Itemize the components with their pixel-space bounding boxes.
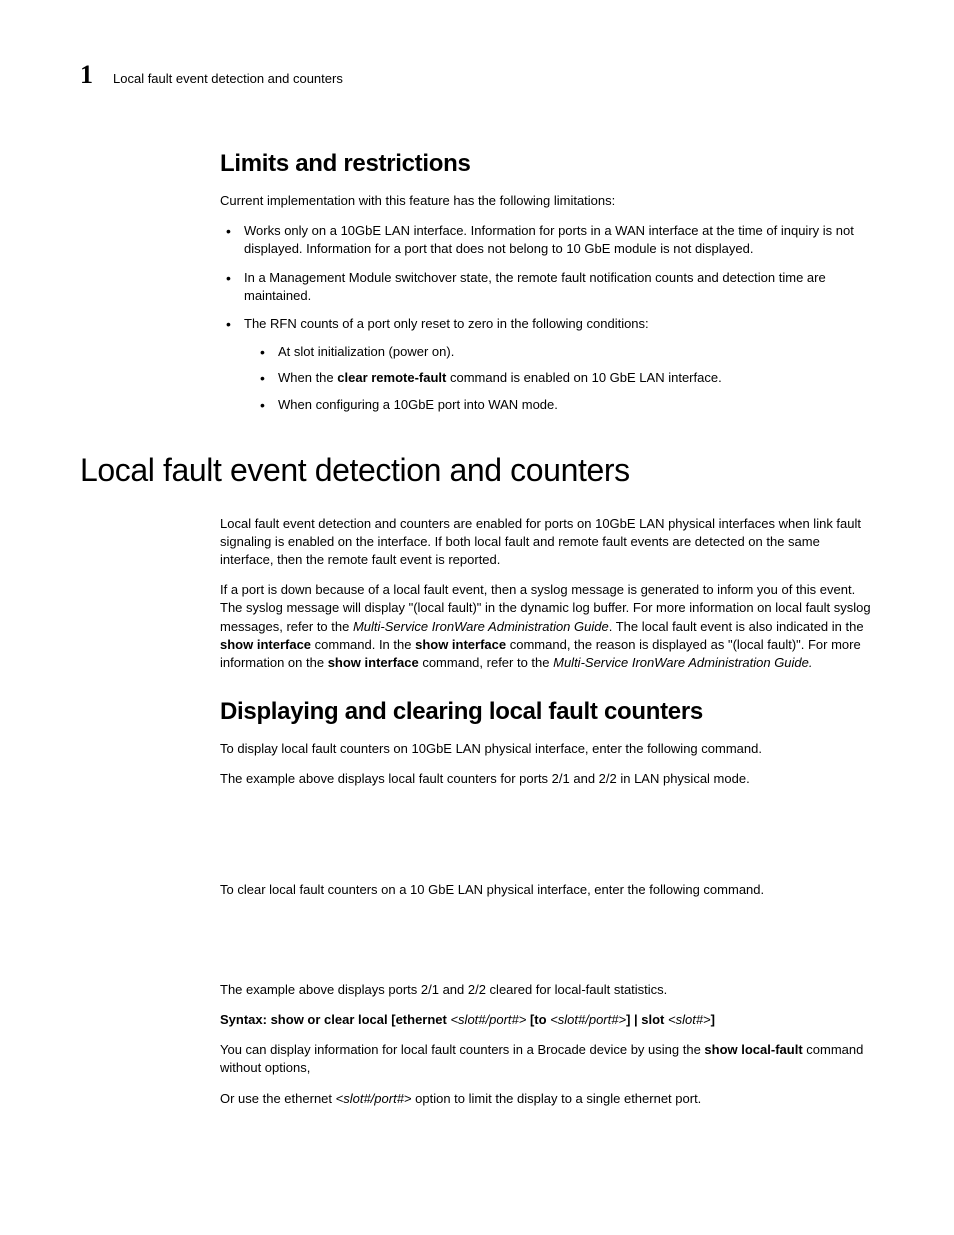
example-placeholder <box>220 911 874 981</box>
syntax-param: <slot#/port#> <box>336 1091 412 1106</box>
command-name: show local-fault <box>704 1042 802 1057</box>
command-name: show interface <box>328 655 419 670</box>
body-paragraph: To clear local fault counters on a 10 Gb… <box>220 881 874 899</box>
command-name: show interface <box>220 637 311 652</box>
body-paragraph: You can display information for local fa… <box>220 1041 874 1077</box>
text-run: command, refer to the <box>419 655 553 670</box>
list-item: When configuring a 10GbE port into WAN m… <box>278 396 874 414</box>
text-run: show or clear local [ethernet <box>271 1012 451 1027</box>
body-paragraph: The example above displays ports 2/1 and… <box>220 981 874 999</box>
text-run: ] <box>711 1012 715 1027</box>
list-item: When the clear remote-fault command is e… <box>278 369 874 387</box>
syntax-label: Syntax: <box>220 1012 271 1027</box>
text-run: [to <box>526 1012 550 1027</box>
syntax-param: <slot#/port#> <box>550 1012 626 1027</box>
text-run: command is enabled on 10 GbE LAN interfa… <box>446 370 721 385</box>
command-name: clear remote-fault <box>337 370 446 385</box>
command-name: show interface <box>415 637 506 652</box>
body-paragraph: Or use the ethernet <slot#/port#> option… <box>220 1090 874 1108</box>
body-paragraph: The example above displays local fault c… <box>220 770 874 788</box>
text-run: When the <box>278 370 337 385</box>
list-item: Works only on a 10GbE LAN interface. Inf… <box>244 222 874 258</box>
text-run: option to limit the display to a single … <box>412 1091 702 1106</box>
body-paragraph: Local fault event detection and counters… <box>220 515 874 570</box>
example-placeholder <box>220 801 874 881</box>
list-item: In a Management Module switchover state,… <box>244 269 874 305</box>
syntax-param: <slot#/port#> <box>450 1012 526 1027</box>
syntax-param: <slot#> <box>668 1012 711 1027</box>
running-title: Local fault event detection and counters <box>113 71 343 86</box>
doc-reference: Multi-Service IronWare Administration Gu… <box>353 619 609 634</box>
list-item: At slot initialization (power on). <box>278 343 874 361</box>
list-item: The RFN counts of a port only reset to z… <box>244 315 874 414</box>
text-run: command. In the <box>311 637 415 652</box>
nested-list: At slot initialization (power on). When … <box>244 343 874 414</box>
list-item-text: The RFN counts of a port only reset to z… <box>244 316 649 331</box>
section-heading-display: Displaying and clearing local fault coun… <box>220 698 874 726</box>
body-paragraph: To display local fault counters on 10GbE… <box>220 740 874 758</box>
text-run: . The local fault event is also indicate… <box>609 619 864 634</box>
text-run: Or use the ethernet <box>220 1091 336 1106</box>
text-run: You can display information for local fa… <box>220 1042 704 1057</box>
chapter-number: 1 <box>80 60 93 90</box>
main-heading: Local fault event detection and counters <box>80 452 874 489</box>
page-content: Limits and restrictions Current implemen… <box>80 150 874 1108</box>
limitations-list: Works only on a 10GbE LAN interface. Inf… <box>220 222 874 414</box>
intro-paragraph: Current implementation with this feature… <box>220 192 874 210</box>
body-paragraph: If a port is down because of a local fau… <box>220 581 874 672</box>
page-header: 1 Local fault event detection and counte… <box>80 60 874 90</box>
doc-reference: Multi-Service IronWare Administration Gu… <box>553 655 812 670</box>
section-heading-limits: Limits and restrictions <box>220 150 874 178</box>
syntax-line: Syntax: show or clear local [ethernet <s… <box>220 1011 874 1029</box>
text-run: ] | slot <box>626 1012 668 1027</box>
